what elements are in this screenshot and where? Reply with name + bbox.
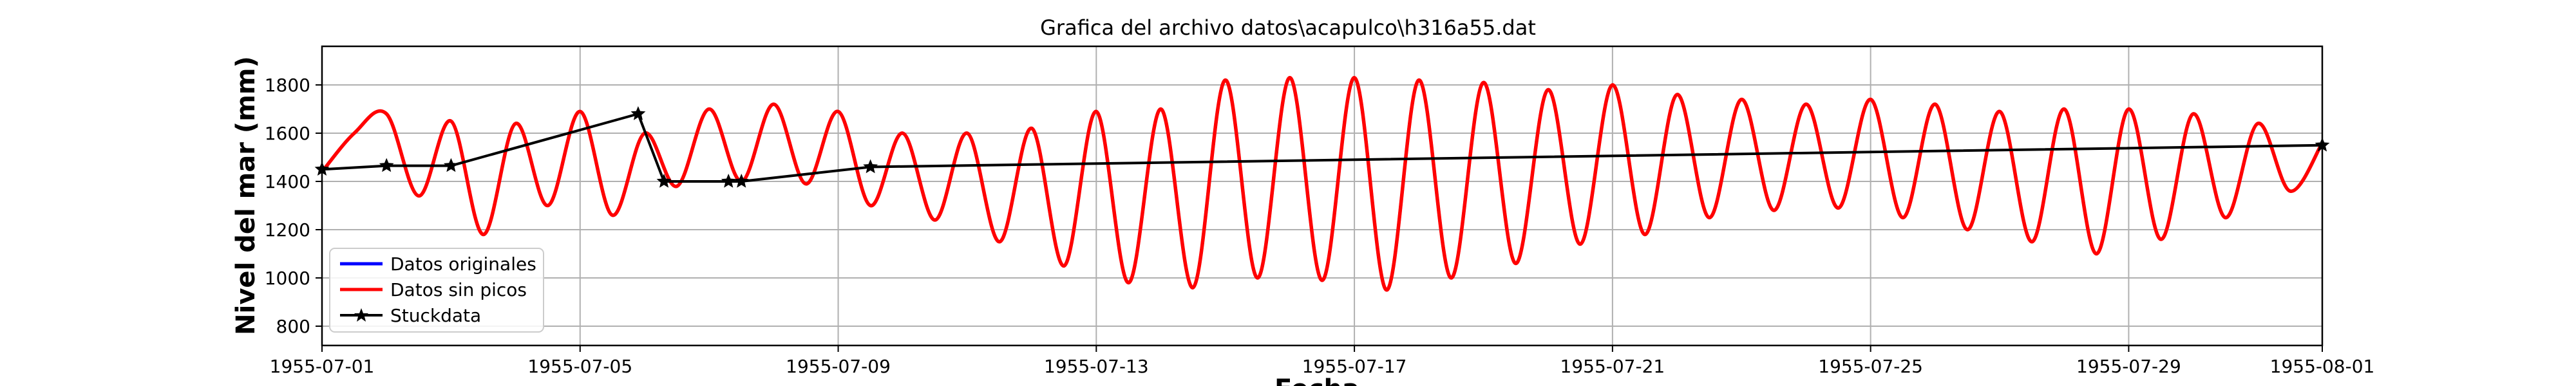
legend-label-datos-originales: Datos originales (390, 253, 536, 275)
stuckdata-marker (630, 106, 646, 120)
y-tick-label: 1000 (265, 268, 310, 289)
axes-layer (321, 45, 2324, 347)
series-layer (314, 76, 2330, 292)
stuckdata-marker (734, 174, 749, 188)
x-tick-label: 1955-07-01 (270, 356, 375, 377)
stuckdata-marker (863, 159, 878, 174)
legend-frame (329, 248, 544, 333)
y-tick-label: 800 (276, 316, 310, 337)
series-line-datos-originales (321, 76, 2324, 292)
x-tick-label: 1955-07-29 (2076, 356, 2181, 377)
series-line-datos-sin-picos (320, 76, 2324, 292)
stuckdata-marker (444, 158, 459, 172)
x-tick-label: 1955-07-13 (1044, 356, 1149, 377)
x-tick-label: 1955-07-25 (1818, 356, 1923, 377)
stuckdata-marker (656, 174, 672, 188)
legend: Datos originales Datos sin picos Stuckda… (329, 248, 544, 333)
plot-frame (321, 45, 2324, 347)
y-tick-label: 1400 (265, 171, 310, 192)
x-axis-label: Fecha (1274, 374, 1359, 386)
ticks-layer: 1955-07-01 1955-07-05 1955-07-09 1955-07-13… (265, 75, 2375, 377)
stuckdata-marker (721, 174, 736, 188)
chart-title: Grafica del archivo datos\acapulco\h316a… (1040, 15, 1536, 40)
legend-label-datos-sin-picos: Datos sin picos (390, 279, 527, 300)
y-tick-label: 1800 (265, 75, 310, 96)
y-tick-label: 1200 (265, 219, 310, 241)
x-tick-label: 1955-07-05 (527, 356, 632, 377)
x-tick-label: 1955-07-21 (1560, 356, 1665, 377)
legend-star-marker (354, 308, 368, 322)
y-tick-label: 1600 (265, 123, 310, 144)
series-line-stuckdata (321, 112, 2323, 183)
stuckdata-marker (379, 158, 394, 172)
x-tick-label: 1955-07-09 (786, 356, 891, 377)
legend-label-stuckdata: Stuckdata (390, 305, 481, 326)
x-tick-label: 1955-08-01 (2270, 356, 2375, 377)
x-tick-label: 1955-07-17 (1302, 356, 1407, 377)
y-axis-label: Nivel del mar (mm) (231, 56, 261, 335)
